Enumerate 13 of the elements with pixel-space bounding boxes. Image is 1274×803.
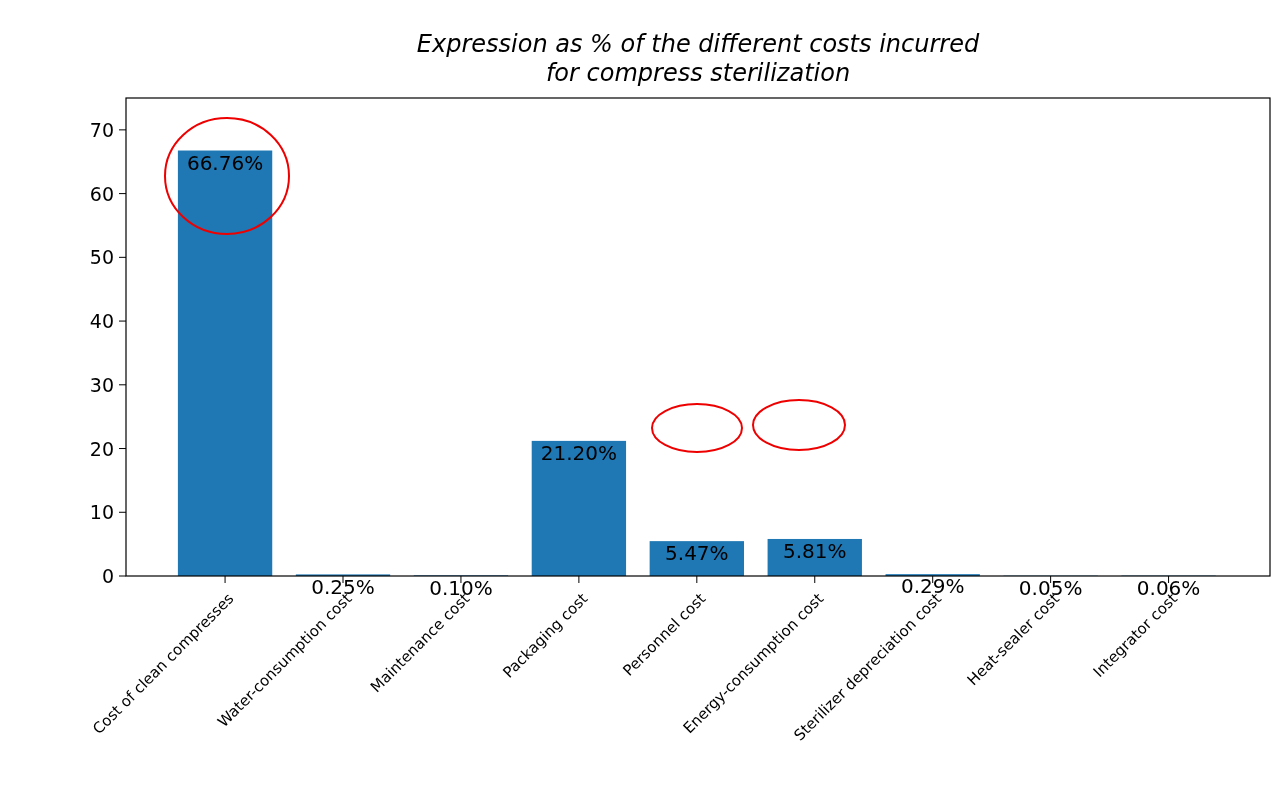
y-tick-label: 60 <box>89 182 114 205</box>
y-tick-label: 70 <box>89 118 114 141</box>
y-tick-label: 40 <box>89 310 114 333</box>
chart-title: Expression as % of the different costs incurred for compress sterilization <box>416 30 980 87</box>
y-tick-label: 0 <box>101 565 114 587</box>
y-tick-label: 20 <box>89 437 114 460</box>
y-tick-label: 30 <box>89 373 114 396</box>
y-tick-label: 50 <box>89 246 114 269</box>
y-tick-label: 10 <box>89 501 114 524</box>
data-label: 5.81% <box>782 539 847 564</box>
data-label: 66.76% <box>186 150 264 175</box>
data-label: 5.47% <box>665 541 729 566</box>
data-label: 21.20% <box>540 441 618 466</box>
